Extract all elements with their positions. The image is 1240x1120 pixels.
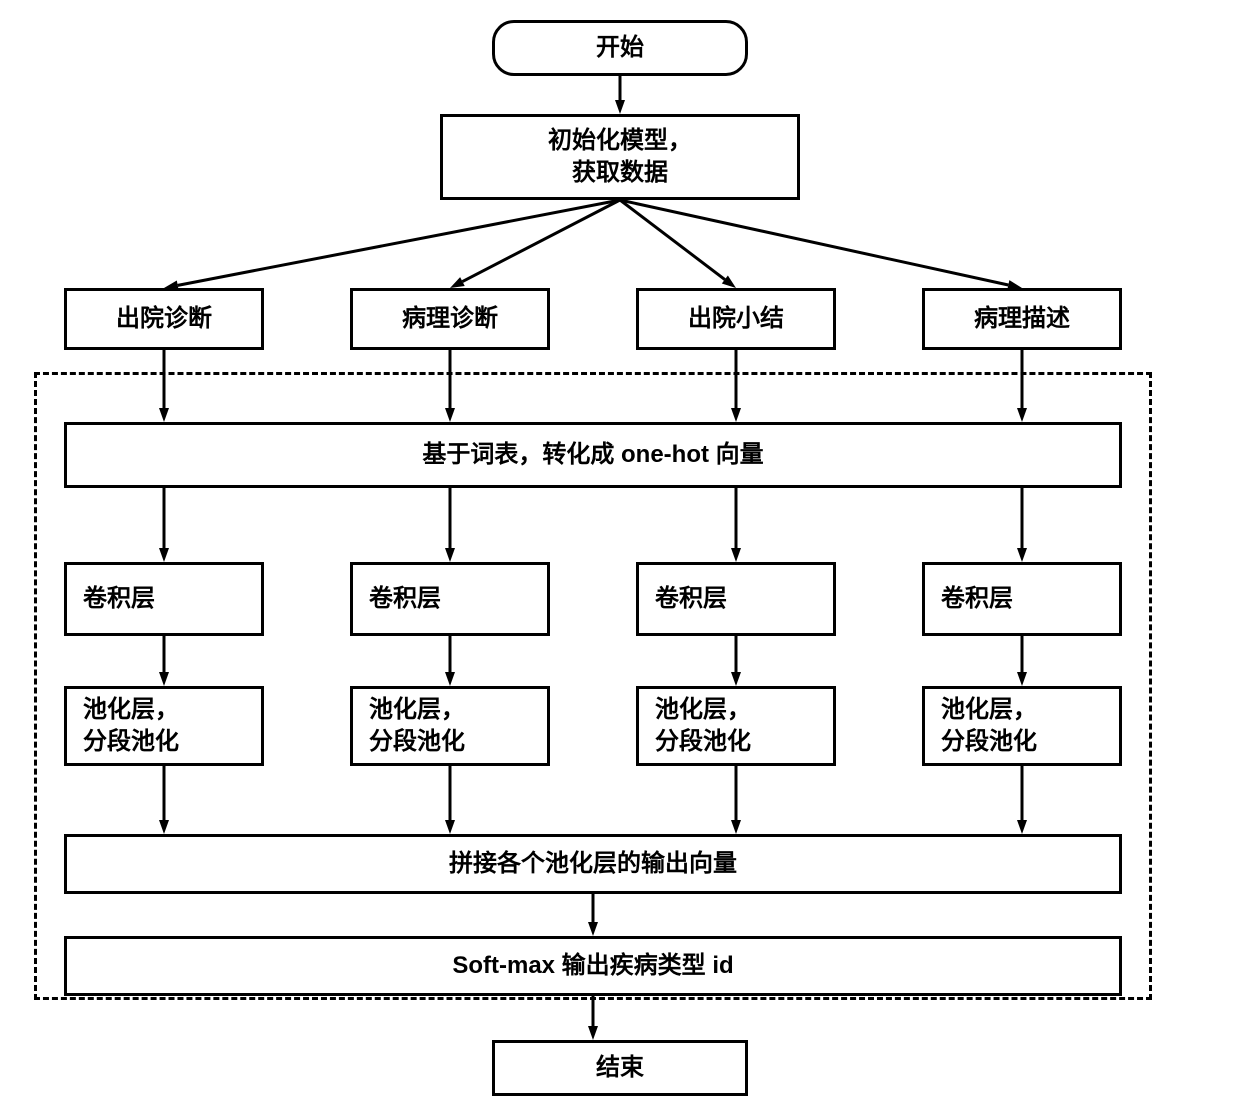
conv3-label: 卷积层 — [655, 583, 727, 615]
conv2-node: 卷积层 — [350, 562, 550, 636]
conv1-label: 卷积层 — [83, 583, 155, 615]
input3-label: 出院小结 — [688, 303, 784, 335]
softmax-node: Soft-max 输出疾病类型 id — [64, 936, 1122, 996]
concat-node: 拼接各个池化层的输出向量 — [64, 834, 1122, 894]
end-label: 结束 — [596, 1052, 644, 1084]
conv2-label: 卷积层 — [369, 583, 441, 615]
input1-label: 出院诊断 — [116, 303, 212, 335]
init-label: 初始化模型， 获取数据 — [548, 125, 692, 190]
pool2-node: 池化层， 分段池化 — [350, 686, 550, 766]
start-node: 开始 — [492, 20, 748, 76]
conv1-node: 卷积层 — [64, 562, 264, 636]
softmax-label: Soft-max 输出疾病类型 id — [452, 950, 733, 982]
pool4-node: 池化层， 分段池化 — [922, 686, 1122, 766]
start-label: 开始 — [596, 32, 644, 64]
onehot-label: 基于词表，转化成 one-hot 向量 — [422, 439, 763, 471]
onehot-node: 基于词表，转化成 one-hot 向量 — [64, 422, 1122, 488]
input3-node: 出院小结 — [636, 288, 836, 350]
input2-label: 病理诊断 — [402, 303, 498, 335]
pool3-node: 池化层， 分段池化 — [636, 686, 836, 766]
conv4-label: 卷积层 — [941, 583, 1013, 615]
end-node: 结束 — [492, 1040, 748, 1096]
conv3-node: 卷积层 — [636, 562, 836, 636]
input4-node: 病理描述 — [922, 288, 1122, 350]
pool1-label: 池化层， 分段池化 — [83, 694, 179, 759]
input4-label: 病理描述 — [974, 303, 1070, 335]
pool4-label: 池化层， 分段池化 — [941, 694, 1037, 759]
pool1-node: 池化层， 分段池化 — [64, 686, 264, 766]
pool2-label: 池化层， 分段池化 — [369, 694, 465, 759]
concat-label: 拼接各个池化层的输出向量 — [449, 848, 737, 880]
input1-node: 出院诊断 — [64, 288, 264, 350]
conv4-node: 卷积层 — [922, 562, 1122, 636]
init-node: 初始化模型， 获取数据 — [440, 114, 800, 200]
input2-node: 病理诊断 — [350, 288, 550, 350]
pool3-label: 池化层， 分段池化 — [655, 694, 751, 759]
